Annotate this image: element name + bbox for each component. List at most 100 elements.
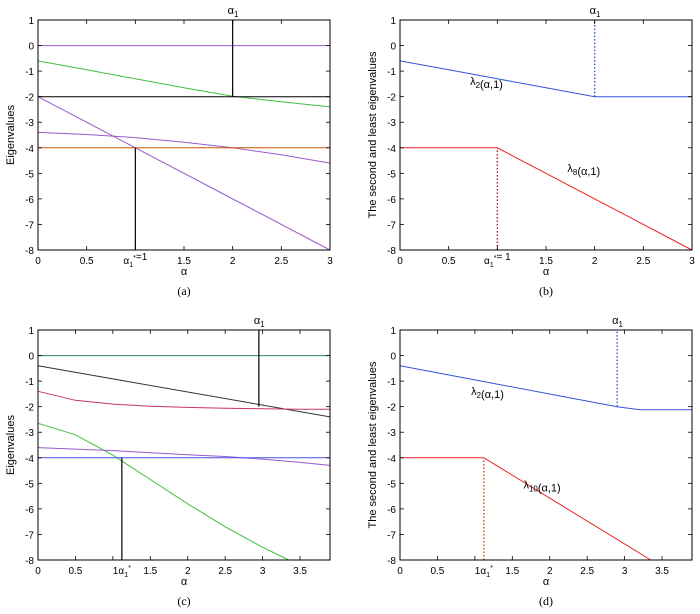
x-tick-label: 2.5 [218, 566, 232, 577]
y-tick-label: -1 [25, 67, 34, 78]
y-tick-label: 0 [28, 42, 34, 53]
y-tick-label: -1 [387, 377, 396, 388]
y-tick-label: -5 [387, 479, 396, 490]
y-axis-label: Eigenvalues [5, 415, 17, 475]
panel-caption: (d) [539, 594, 553, 608]
y-tick-label: -5 [387, 169, 396, 180]
x-tick-label: 2 [230, 256, 236, 267]
x-tick-label: 0 [397, 566, 403, 577]
x-tick-label: 0 [397, 256, 403, 267]
marker-label-0: α1 [228, 5, 239, 19]
x-tick-label: 0 [35, 566, 41, 577]
y-tick-label: -3 [25, 428, 34, 439]
x-tick-label: 1.5 [177, 256, 191, 267]
x-axis-label: α [543, 576, 550, 588]
y-tick-label: -3 [387, 428, 396, 439]
series-line-4 [37, 447, 331, 466]
y-tick-label: 0 [390, 352, 396, 363]
y-tick-label: -2 [387, 93, 396, 104]
panel-caption: (c) [177, 594, 190, 608]
series-label-0: λ2(α,1) [470, 76, 503, 91]
y-tick-label: -7 [25, 220, 34, 231]
y-tick-label: 1 [390, 326, 396, 337]
x-tick-label: 2 [547, 566, 553, 577]
x-tick-label: 1.5 [539, 256, 553, 267]
axes-frame [37, 329, 331, 561]
y-tick-label: 1 [28, 326, 34, 337]
y-tick-label: -5 [25, 169, 34, 180]
y-tick-label: 1 [28, 16, 34, 27]
series-line-0 [399, 60, 692, 98]
y-tick-label: -6 [25, 505, 34, 516]
y-tick-label: -6 [387, 505, 396, 516]
y-tick-label: -4 [387, 454, 396, 465]
series-label-1: λ8(α,1) [567, 163, 600, 178]
series-line-2 [37, 390, 330, 410]
series-line-1 [37, 60, 331, 108]
series-label-1: λ10(α,1) [524, 479, 561, 494]
x-tick-label: 2.5 [636, 256, 650, 267]
x-tick-label: 2 [592, 256, 598, 267]
y-axis-label: The second and least eigenvalues [367, 361, 379, 528]
x-axis-label: α [181, 266, 188, 278]
series-line-1 [400, 457, 652, 561]
series-line-3 [37, 96, 331, 251]
series-line-1 [37, 365, 331, 418]
y-tick-label: -2 [387, 403, 396, 414]
y-tick-label: -4 [25, 454, 34, 465]
x-tick-label: 0 [35, 256, 41, 267]
x-tick-label: 2 [185, 566, 191, 577]
axes-frame [399, 329, 693, 561]
x-axis-label: α [181, 576, 188, 588]
y-tick-label: -7 [25, 530, 34, 541]
y-tick-label: 1 [390, 16, 396, 27]
y-tick-label: -3 [387, 118, 396, 129]
axes-frame [399, 19, 693, 251]
marker-label-0: α1 [590, 5, 601, 19]
x-tick-label: 1.5 [143, 566, 157, 577]
x-tick-label: 3.5 [293, 566, 307, 577]
marker-label-1: 1α1* [475, 563, 493, 579]
series-line-3 [37, 422, 290, 561]
y-tick-label: -4 [387, 144, 396, 155]
y-tick-label: -2 [25, 403, 34, 414]
x-tick-label: 3 [260, 566, 266, 577]
y-axis-label: The second and least eigenvalues [367, 51, 379, 218]
x-tick-label: 0.5 [68, 566, 82, 577]
x-axis-label: α [543, 266, 550, 278]
y-tick-label: -8 [25, 556, 34, 567]
y-tick-label: -2 [25, 93, 34, 104]
x-tick-label: 0.5 [442, 256, 456, 267]
y-tick-label: -1 [387, 67, 396, 78]
marker-label-0: α1 [612, 315, 623, 329]
y-tick-label: -5 [25, 479, 34, 490]
series-label-0: λ2(α,1) [471, 386, 504, 401]
marker-label-1: 1α1* [113, 563, 131, 579]
y-tick-label: -6 [25, 195, 34, 206]
y-tick-label: -8 [387, 556, 396, 567]
panel-caption: (b) [539, 284, 553, 298]
series-line-4 [37, 131, 331, 164]
x-tick-label: 3 [327, 256, 333, 267]
marker-label-0: α1 [254, 315, 265, 329]
y-axis-label: Eigenvalues [5, 105, 17, 165]
marker-label-1: α1*=1 [123, 252, 147, 269]
panel-caption: (a) [177, 284, 190, 298]
y-tick-label: -7 [387, 220, 396, 231]
y-tick-label: -3 [25, 118, 34, 129]
y-tick-label: -7 [387, 530, 396, 541]
y-tick-label: -6 [387, 195, 396, 206]
y-tick-label: 0 [28, 352, 34, 363]
x-tick-label: 3 [622, 566, 628, 577]
x-tick-label: 2.5 [274, 256, 288, 267]
x-tick-label: 3.5 [655, 566, 669, 577]
y-tick-label: 0 [390, 42, 396, 53]
x-tick-label: 0.5 [80, 256, 94, 267]
x-tick-label: 1.5 [505, 566, 519, 577]
y-tick-label: -8 [387, 246, 396, 257]
